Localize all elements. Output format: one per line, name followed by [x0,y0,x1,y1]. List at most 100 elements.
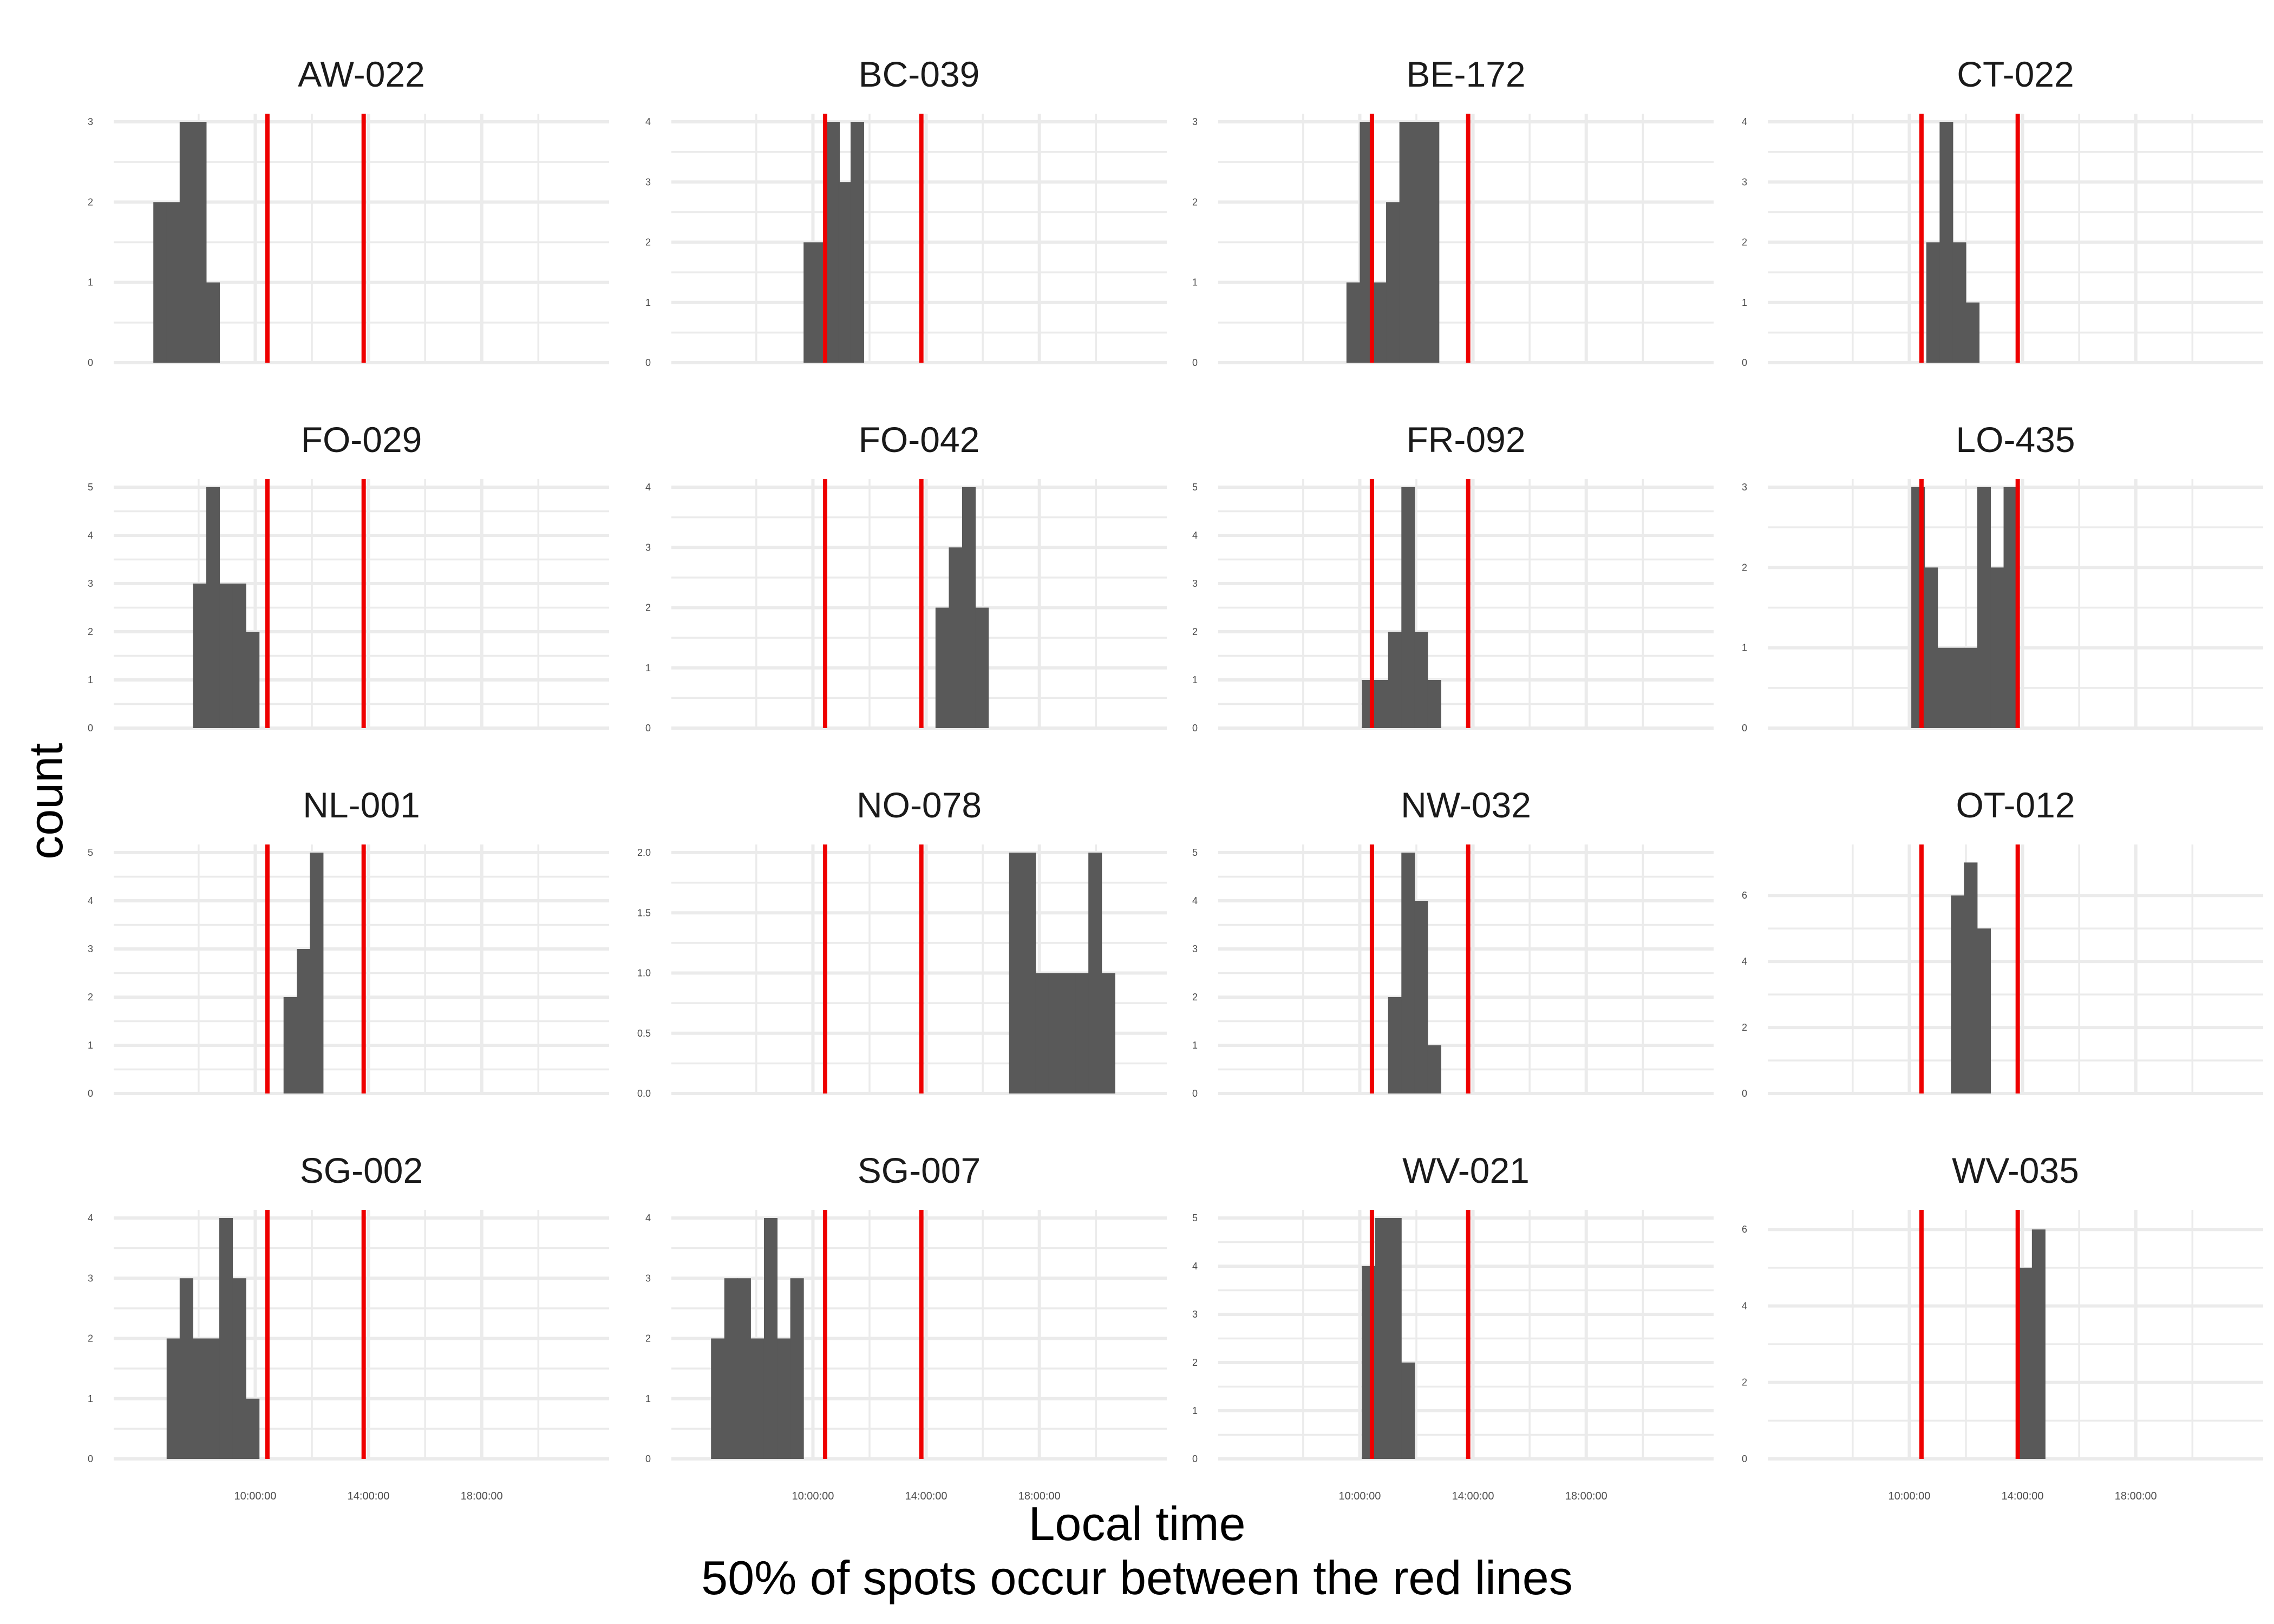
panel-title: WV-021 [1402,1150,1530,1190]
y-tick-label: 0 [645,357,651,368]
y-tick-label: 0 [645,723,651,734]
y-tick-label: 2 [1192,626,1198,637]
x-tick-label: 14:00:00 [905,1490,948,1502]
x-tick-label: 10:00:00 [1338,1490,1381,1502]
histogram-bar [2003,487,2017,728]
y-tick-label: 3 [1742,482,1747,493]
histogram-bar [1388,997,1402,1093]
panel-nw-032: NW-032 0 1 2 3 4 5 [1192,785,1714,1099]
x-tick-label: 18:00:00 [461,1490,503,1502]
histogram-bar [1401,853,1415,1093]
y-tick-label: 5 [1192,482,1198,493]
panel-be-172: BE-172 0 1 2 3 [1192,54,1714,368]
x-tick-label: 18:00:00 [2115,1490,2157,1502]
histogram-bar [1427,680,1441,728]
panel-fr-092: FR-092 0 1 2 3 4 5 [1192,420,1714,734]
histogram-bar [1062,973,1076,1093]
y-tick-label: 4 [88,530,93,541]
y-tick-label: 1 [88,1393,93,1404]
histogram-bar [1414,901,1428,1093]
x-tick-label: 14:00:00 [1452,1490,1494,1502]
histogram-bar [777,1338,791,1459]
y-tick-label: 2 [645,603,651,613]
y-tick-label: 4 [1192,895,1198,906]
histogram-bar [1951,895,1965,1093]
y-tick-label: 2.0 [637,847,651,858]
histogram-bar [310,853,324,1093]
histogram-bar [246,1398,260,1459]
y-tick-label: 2 [88,1333,93,1344]
histogram-bar [803,242,818,363]
histogram-bar [1373,282,1387,363]
y-tick-label: 1 [1192,1040,1198,1051]
panel-lo-435: LO-435 0 1 2 3 [1742,420,2263,734]
panel-sg-002: SG-002 0 1 2 3 4 10:00:00 14:00:00 18:00:00 [88,1150,609,1502]
panel-bc-039: BC-039 0 1 2 3 4 [645,54,1167,368]
y-tick-label: 0 [1192,357,1198,368]
histogram-bar [232,1278,246,1459]
panel-title: BC-039 [859,54,980,94]
y-tick-label: 4 [1192,530,1198,541]
y-tick-label: 4 [645,1213,651,1223]
panel-title: NO-078 [857,785,982,825]
y-tick-label: 2 [645,1333,651,1344]
y-tick-label: 0 [1742,357,1747,368]
y-tick-label: 2 [1192,992,1198,1003]
y-tick-label: 0 [1742,723,1747,734]
y-tick-label: 4 [1742,956,1747,967]
panel-wv-021: WV-021 0 1 2 3 4 5 10:00:00 14:00:00 18:00:00 [1192,1150,1714,1502]
histogram-bar [179,122,193,363]
histogram-bar [1399,122,1413,363]
y-tick-label: 4 [1192,1261,1198,1272]
histogram-bar [962,487,976,728]
histogram-bar [246,632,260,728]
y-tick-label: 6 [1742,890,1747,901]
y-tick-label: 1 [88,1040,93,1051]
histogram-bar [179,1278,193,1459]
y-tick-label: 3 [88,1273,93,1284]
y-tick-label: 4 [645,116,651,127]
histogram-bar [1427,1045,1441,1093]
y-tick-label: 0.0 [637,1088,651,1099]
y-tick-label: 1 [88,675,93,685]
panel-sg-007: SG-007 0 1 2 3 4 10:00:00 14:00:00 18:00:00 [645,1150,1167,1502]
y-tick-label: 1 [1742,297,1747,308]
histogram-bar [206,282,220,363]
histogram-bar [1346,282,1360,363]
histogram-bar [166,1338,180,1459]
histogram-bar [1075,973,1089,1093]
y-tick-label: 2 [88,992,93,1003]
histogram-bar [1375,680,1389,728]
histogram-bar [1926,242,1940,363]
panel-title: AW-022 [298,54,425,94]
histogram-bar [1413,122,1427,363]
x-tick-label: 10:00:00 [234,1490,276,1502]
y-tick-label: 3 [1742,176,1747,187]
y-tick-label: 2 [1742,1022,1747,1033]
histogram-bar [1977,928,1991,1093]
y-tick-label: 3 [645,1273,651,1284]
histogram-bar [166,202,180,363]
x-tick-label: 18:00:00 [1018,1490,1061,1502]
y-tick-label: 3 [1192,1309,1198,1320]
histogram-bar [737,1278,751,1459]
y-tick-label: 0 [1742,1453,1747,1464]
histogram-bar [193,122,207,363]
y-tick-label: 1 [645,1393,651,1404]
histogram-bar [711,1338,725,1459]
y-tick-label: 0 [88,357,93,368]
y-tick-label: 2 [88,626,93,637]
histogram-bar [232,584,246,728]
panel-title: SG-007 [858,1150,981,1190]
histogram-bar [1939,122,1953,363]
histogram-bar [1990,567,2004,728]
histogram-bar [1977,487,1991,728]
y-tick-label: 1 [1742,643,1747,653]
y-tick-label: 2 [1742,237,1747,248]
panel-title: BE-172 [1406,54,1525,94]
panel-title: FO-029 [301,420,422,460]
histogram-bar [1386,202,1400,363]
y-tick-label: 6 [1742,1224,1747,1235]
y-tick-label: 3 [88,578,93,589]
